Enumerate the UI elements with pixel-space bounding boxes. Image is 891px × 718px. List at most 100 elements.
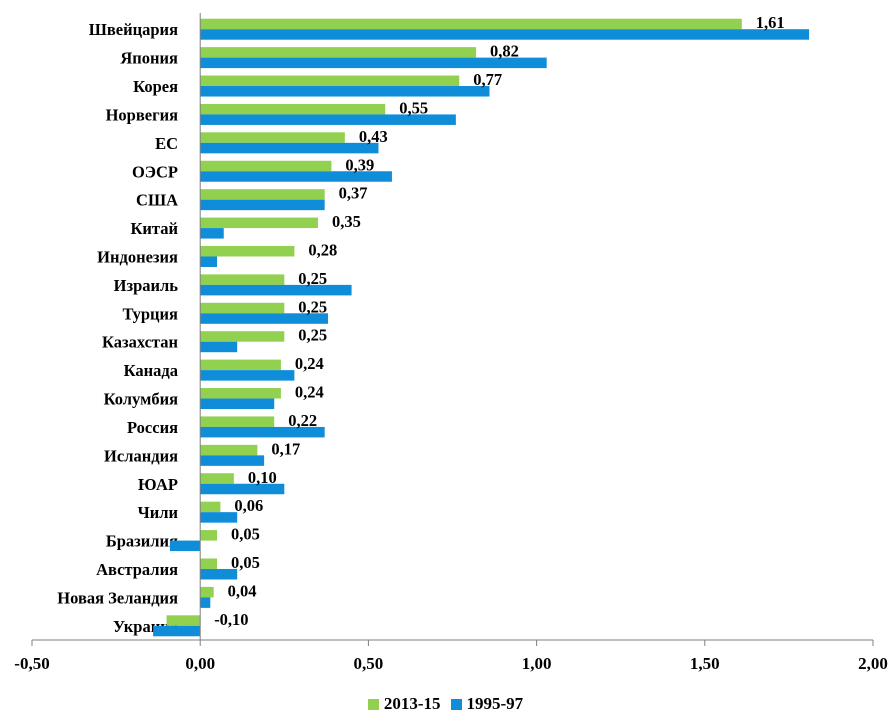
data-label: 0,28 [308,240,337,259]
bar-series-1 [200,558,218,569]
category-label: ОЭСР [132,162,178,181]
bar-series-2 [200,228,224,239]
bar-series-2 [200,398,275,410]
bar-series-1 [200,331,285,342]
data-label: 0,05 [231,525,260,544]
bar-series-2 [200,57,547,69]
bar-series-2 [200,341,238,353]
category-label: Новая Зеландия [57,588,178,607]
bar-series-2 [200,86,490,97]
bar-series-1 [200,359,281,371]
category-label: Корея [133,77,178,96]
category-label: Казахстан [102,333,179,352]
bar-series-1 [200,189,325,200]
category-label: Норвегия [106,105,178,124]
legend-item-series-2: 1995-97 [450,694,524,714]
bar-series-2 [200,455,265,466]
bar-series-1 [166,615,201,626]
bar-series-1 [200,160,332,172]
bar-series-1 [200,274,285,285]
legend-item-series-1: 2013-15 [367,694,441,714]
bar-series-2 [169,540,201,552]
data-label: 0,43 [359,127,388,146]
bar-series-1 [200,132,345,143]
data-label: 0,25 [298,326,327,345]
bar-series-1 [200,245,295,257]
legend-swatch-series-2 [450,698,462,710]
category-label: США [136,191,178,210]
category-label: Турция [122,304,178,323]
bar-series-1 [200,530,218,541]
data-label: 1,61 [756,13,785,32]
data-label: 0,24 [295,354,324,373]
legend-label-series-2: 1995-97 [466,694,524,713]
data-label: 0,06 [234,496,263,515]
bar-series-2 [200,426,325,438]
data-label: 0,35 [332,212,361,231]
bar-series-1 [200,47,477,58]
data-label: 0,17 [271,439,300,458]
data-label: 0,25 [298,297,327,316]
category-label: Австралия [96,560,178,579]
bar-series-2 [200,313,329,324]
bar-chart: Швейцария 1,61 Япония 0,82 Корея 0,77 Норвегия… [14,13,888,673]
data-label: 0,37 [339,184,368,203]
category-label: Канада [124,361,178,380]
category-label: Россия [127,418,178,437]
data-label: 0,10 [248,468,277,487]
data-label: 0,24 [295,383,324,402]
bar-series-2 [200,29,810,40]
category-label: ЮАР [138,475,178,494]
bar-series-1 [200,473,234,484]
x-tick-label: -0,50 [14,654,49,673]
legend: 2013-15 1995-97 [0,694,891,714]
x-tick-label: 1,50 [690,654,720,673]
bar-series-1 [200,18,742,30]
bar-series-2 [200,199,325,211]
bar-series-2 [200,142,379,154]
category-label: Япония [120,49,178,68]
bar-series-1 [200,444,258,456]
category-label: Чили [138,503,179,522]
bar-series-2 [200,483,285,495]
x-tick-label: 0,00 [185,654,215,673]
bar-series-2 [200,597,211,608]
data-label: -0,10 [214,610,248,629]
bar-series-2 [200,171,392,182]
bar-series-2 [200,284,352,296]
category-label: Израиль [114,276,179,295]
data-label: 0,22 [288,411,317,430]
bar-series-1 [200,416,275,427]
category-label: Швейцария [89,20,178,39]
bar-series-2 [153,625,201,637]
bar-series-1 [200,501,221,513]
category-label: Китай [130,219,178,238]
bar-series-1 [200,388,281,399]
bar-series-1 [200,75,460,87]
legend-label-series-1: 2013-15 [383,694,441,713]
bar-series-2 [200,568,238,580]
data-label: 0,39 [345,155,374,174]
bar-series-1 [200,302,285,314]
category-label: Колумбия [104,390,178,409]
category-label: Исландия [104,446,178,465]
data-label: 0,25 [298,269,327,288]
category-label: Бразилия [106,532,178,551]
x-tick-label: 2,00 [858,654,888,673]
x-tick-label: 1,00 [522,654,552,673]
data-label: 0,55 [399,98,428,117]
data-label: 0,82 [490,42,519,61]
data-label: 0,77 [473,70,502,89]
bar-series-1 [200,586,214,598]
bar-series-2 [200,370,295,381]
bar-series-2 [200,256,218,267]
data-label: 0,05 [231,553,260,572]
bar-series-2 [200,114,456,125]
category-label: ЕС [155,134,178,153]
legend-swatch-series-1 [367,698,379,710]
data-label: 0,04 [228,581,257,600]
category-label: Индонезия [97,247,178,266]
bar-series-1 [200,103,386,115]
bar-series-2 [200,512,238,523]
bar-series-1 [200,217,318,229]
